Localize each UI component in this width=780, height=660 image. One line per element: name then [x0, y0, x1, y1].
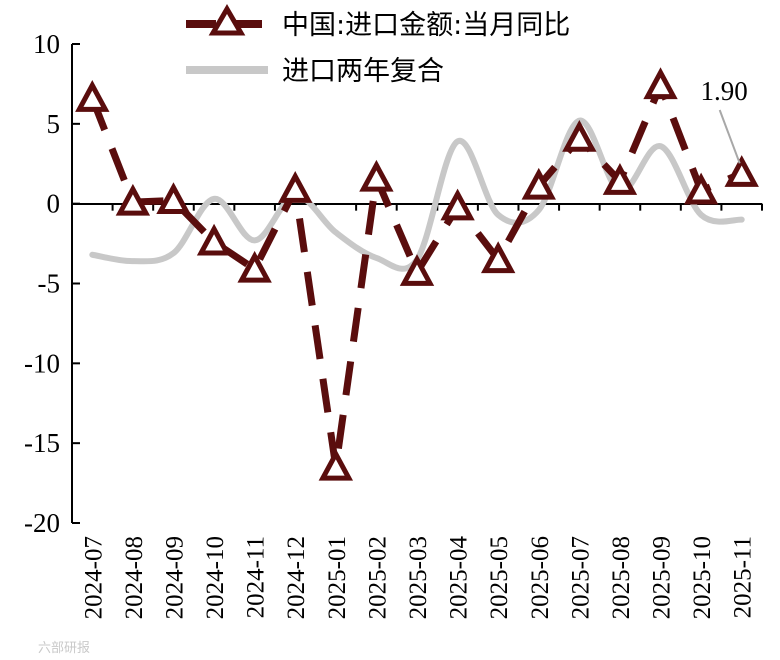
legend-label-series-2: 进口两年复合 — [282, 56, 444, 87]
series-1-point — [115, 183, 151, 216]
x-tick-label: 2025-10 — [689, 536, 716, 619]
x-axis-tick-labels: 2024-07 2024-08 2024-09 2024-10 2024-11 2024-… — [71, 203, 763, 620]
y-tick-label: -20 — [24, 508, 60, 538]
x-tick-label: 2024-09 — [161, 536, 188, 619]
x-tick-label: 2025-02 — [364, 536, 391, 619]
series-line-1 — [89, 76, 744, 468]
x-tick-label: 2025-07 — [567, 536, 594, 619]
series-1-point — [196, 223, 232, 256]
series-1-point — [237, 250, 272, 283]
x-tick-label: 2024-10 — [202, 536, 229, 619]
series-1-point — [75, 80, 110, 112]
x-tick-label: 2025-03 — [405, 536, 432, 619]
y-tick-label: 10 — [33, 29, 60, 59]
y-tick-label: -15 — [24, 428, 60, 458]
x-tick-label: 2025-05 — [486, 536, 513, 619]
series-lines — [89, 76, 745, 468]
series-1-point — [278, 171, 313, 203]
series-1-point — [156, 182, 191, 215]
x-tick-label: 2025-09 — [649, 536, 676, 619]
y-tick-label: -10 — [24, 348, 60, 378]
x-tick-label: 2024-12 — [283, 536, 310, 619]
legend-label-series-1: 中国:进口金额:当月同比 — [282, 10, 570, 41]
y-tick-label: -5 — [38, 269, 61, 299]
series-1-point — [602, 163, 638, 195]
series-1-point — [399, 254, 435, 286]
series-line-2 — [89, 117, 745, 272]
x-tick-label: 2025-01 — [324, 536, 351, 619]
annotations: 1.90 — [700, 76, 748, 164]
series-1-point — [683, 172, 719, 205]
x-tick-label: 2025-06 — [527, 536, 554, 619]
y-tick-label: 5 — [47, 109, 61, 139]
x-tick-label: 2024-08 — [121, 536, 148, 619]
legend: 中国:进口金额:当月同比 进口两年复合 — [186, 4, 570, 87]
series-1-point — [643, 67, 678, 100]
x-tick-label: 2024-07 — [80, 536, 107, 619]
series-1-point — [562, 119, 597, 152]
series-1-point — [440, 188, 475, 221]
watermark: 六部研报 — [38, 641, 90, 656]
x-tick-label: 2024-11 — [243, 536, 270, 618]
series-1-point — [521, 167, 556, 200]
y-axis-ticks: 10 5 0 -5 -10 -15 -20 — [24, 29, 80, 538]
x-tick-label: 2025-11 — [730, 536, 757, 618]
annotation-leader-line — [718, 109, 741, 164]
x-tick-label: 2025-08 — [608, 536, 635, 619]
series-1-point — [724, 155, 759, 187]
legend-item-series-2: 进口两年复合 — [186, 56, 444, 87]
annotation-label: 1.90 — [700, 76, 747, 106]
series-1-point — [480, 241, 516, 274]
y-tick-label: 0 — [47, 189, 61, 219]
legend-item-series-1: 中国:进口金额:当月同比 — [186, 4, 570, 41]
series-1-markers — [75, 67, 759, 481]
legend-marker-series-1 — [208, 4, 246, 36]
x-tick-label: 2025-04 — [446, 536, 473, 620]
series-1-point — [359, 159, 394, 192]
series-1-point — [318, 448, 354, 481]
